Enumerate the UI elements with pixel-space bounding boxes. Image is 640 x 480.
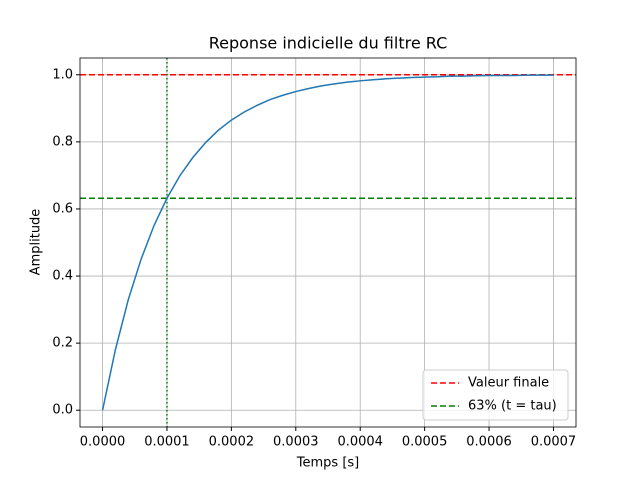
- x-tick-label: 0.0005: [402, 435, 448, 450]
- legend-label: 63% (t = tau): [468, 399, 557, 414]
- y-tick-label: 0.2: [52, 336, 73, 351]
- x-tick-label: 0.0007: [531, 435, 577, 450]
- x-tick-label: 0.0000: [80, 435, 126, 450]
- legend-box: [422, 369, 569, 421]
- data-line: [101, 74, 554, 411]
- plot-frame: [79, 57, 577, 428]
- y-tick-label: 1.0: [52, 67, 73, 82]
- legend: Valeur finale 63% (t = tau): [422, 369, 569, 421]
- x-axis-label: Temps [s]: [296, 456, 359, 471]
- y-tick-label: 0.0: [52, 403, 73, 418]
- legend-label: Valeur finale: [468, 376, 549, 391]
- x-tick-label: 0.0001: [144, 435, 190, 450]
- x-tick-label: 0.0004: [337, 435, 383, 450]
- y-tick-label: 0.8: [52, 134, 73, 149]
- x-tick-label: 0.0003: [273, 435, 319, 450]
- chart-title: Reponse indicielle du filtre RC: [209, 34, 448, 53]
- y-tick-label: 0.6: [52, 201, 73, 216]
- y-tick-label: 0.4: [52, 269, 73, 284]
- y-axis-label: Amplitude: [29, 209, 44, 276]
- x-tick-label: 0.0006: [466, 435, 512, 450]
- x-tick-label: 0.0002: [209, 435, 255, 450]
